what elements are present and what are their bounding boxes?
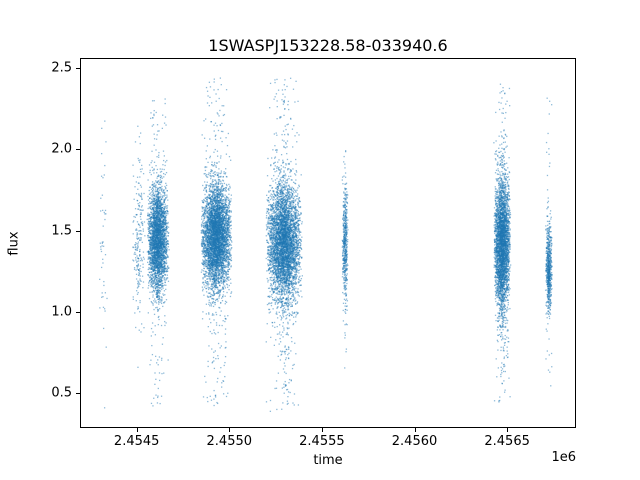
- scatter-canvas: [81, 59, 575, 427]
- x-tick-label: 2.4560: [391, 434, 438, 449]
- y-tick-label: 0.5: [51, 385, 72, 401]
- x-tick-mark: [136, 428, 138, 432]
- x-offset-label: 1e6: [551, 450, 576, 465]
- y-tick-label: 2.0: [51, 141, 72, 157]
- plot-area: [80, 58, 576, 428]
- chart-title: 1SWASPJ153228.58-033940.6: [208, 36, 448, 55]
- x-tick-label: 2.4565: [484, 434, 530, 449]
- y-tick-mark: [76, 230, 80, 232]
- x-tick-mark: [507, 428, 509, 432]
- x-tick-label: 2.4545: [113, 434, 160, 449]
- y-tick-mark: [76, 312, 80, 314]
- x-tick-mark: [229, 428, 231, 432]
- x-tick-label: 2.4550: [206, 434, 253, 449]
- y-tick-label: 1.5: [51, 223, 72, 239]
- x-tick-label: 2.4555: [299, 434, 345, 449]
- y-tick-label: 1.0: [51, 304, 72, 320]
- x-axis-label: time: [313, 453, 343, 468]
- y-axis-label: flux: [6, 231, 22, 256]
- y-tick-mark: [76, 67, 80, 69]
- y-tick-mark: [76, 393, 80, 395]
- y-tick-label: 2.5: [51, 60, 72, 76]
- y-tick-mark: [76, 149, 80, 151]
- x-tick-mark: [321, 428, 323, 432]
- x-tick-mark: [414, 428, 416, 432]
